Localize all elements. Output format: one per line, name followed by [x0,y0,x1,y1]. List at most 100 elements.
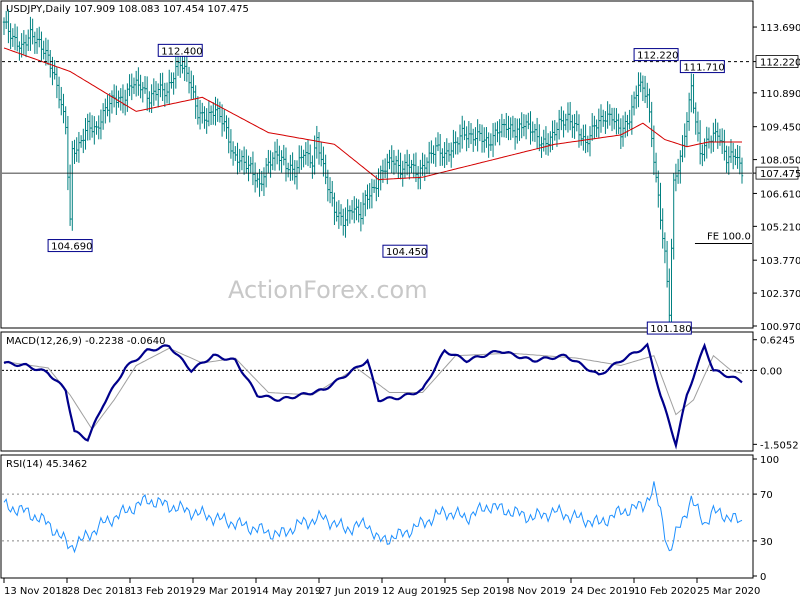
price-bar [661,208,664,249]
price-bar [55,66,59,99]
price-bar [190,70,193,100]
price-bar [361,192,365,225]
price-bar [225,115,228,139]
price-bar [298,145,301,174]
price-bar [399,152,402,180]
price-bar [535,117,539,149]
price-bar [264,157,268,188]
price-bar [286,162,290,178]
price-tick: 108.050 [753,156,800,167]
price-bar [505,112,508,138]
price-bar [31,18,34,45]
price-bar [617,113,620,135]
price-bar [40,31,43,63]
price-bar [720,128,724,154]
price-annotation: 112.220 [633,48,679,62]
price-bar [427,141,431,175]
price-bar [637,72,640,108]
price-bar [663,232,667,264]
price-bar [511,115,515,138]
price-bar [403,154,407,179]
price-bar [628,109,631,129]
time-tick: 13 Feb 2019 [129,578,192,597]
price-bar [315,125,319,159]
price-bar [579,128,583,146]
price-bar [139,74,142,99]
price-bar [714,118,717,142]
price-bar [84,117,87,150]
price-title: USDJPY,Daily 107.909 108.083 107.454 107… [6,4,249,15]
price-bar [410,159,413,174]
price-bar [430,140,433,164]
price-bar [485,127,488,148]
price-bar [214,96,217,126]
rsi-tick-label: 0 [760,572,766,583]
price-bar [29,16,32,51]
price-bar [172,72,175,95]
price-bar [610,107,614,132]
price-bar [364,190,367,217]
price-tick-label: 109.450 [760,123,800,134]
price-bar [549,131,552,153]
price-bar [533,123,537,142]
price-bar [604,111,607,134]
price-bar [474,127,477,146]
price-bar [654,152,658,183]
time-tick-label: 10 Feb 2020 [634,586,696,597]
price-bar [590,113,594,141]
price-bar [599,104,603,133]
time-tick-label: 13 Nov 2018 [4,586,68,597]
price-tick: 109.450 [753,123,800,134]
price-annotations: 112.400 104.690 104.450 112.220 111.710 101.1… [47,43,725,335]
price-bar [731,142,735,170]
price-bar [350,199,354,220]
price-annotation: 104.690 [47,239,93,253]
price-bar [245,149,248,174]
rsi-tick-label: 70 [760,490,773,501]
price-bar [247,155,250,182]
price-bar [22,30,26,55]
price-bar [582,124,585,151]
price-bar [132,77,136,95]
time-tick: 28 Dec 2018 [66,578,131,597]
price-bar [60,86,63,116]
time-tick-label: 27 Jun 2019 [319,586,379,597]
price-bar [527,112,530,130]
price-bar [75,137,78,162]
price-bar [79,135,83,148]
price-bar [577,114,581,148]
price-bar [68,164,72,226]
price-bar [108,93,111,123]
price-bar [229,129,233,159]
price-bar [461,115,464,149]
rsi-tick: 100 [753,455,779,466]
price-bar [665,240,669,288]
price-bar [49,50,52,78]
price-bar [110,90,114,114]
price-tick: 106.610 [753,189,800,200]
price-bar [218,101,222,123]
price-bar [621,115,625,147]
price-bar [355,198,358,221]
price-bar [606,101,609,129]
price-bar [121,84,125,114]
price-bar [502,118,506,138]
price-bar [309,144,312,169]
price-bar [181,55,184,74]
time-tick: 27 Jun 2019 [318,578,379,597]
price-bar [516,118,519,144]
price-bar [476,119,479,152]
price-bar [337,200,341,229]
price-bar [353,196,356,224]
price-bar [491,123,495,158]
price-bar [544,126,548,155]
annotation-box [679,60,725,74]
price-bar [306,139,310,167]
price-bar [595,119,598,138]
price-bar [564,113,567,131]
price-bar [119,88,122,111]
price-bar [207,100,211,127]
price-bar [452,129,455,158]
price-bar [674,163,678,192]
price-bar [445,138,448,166]
